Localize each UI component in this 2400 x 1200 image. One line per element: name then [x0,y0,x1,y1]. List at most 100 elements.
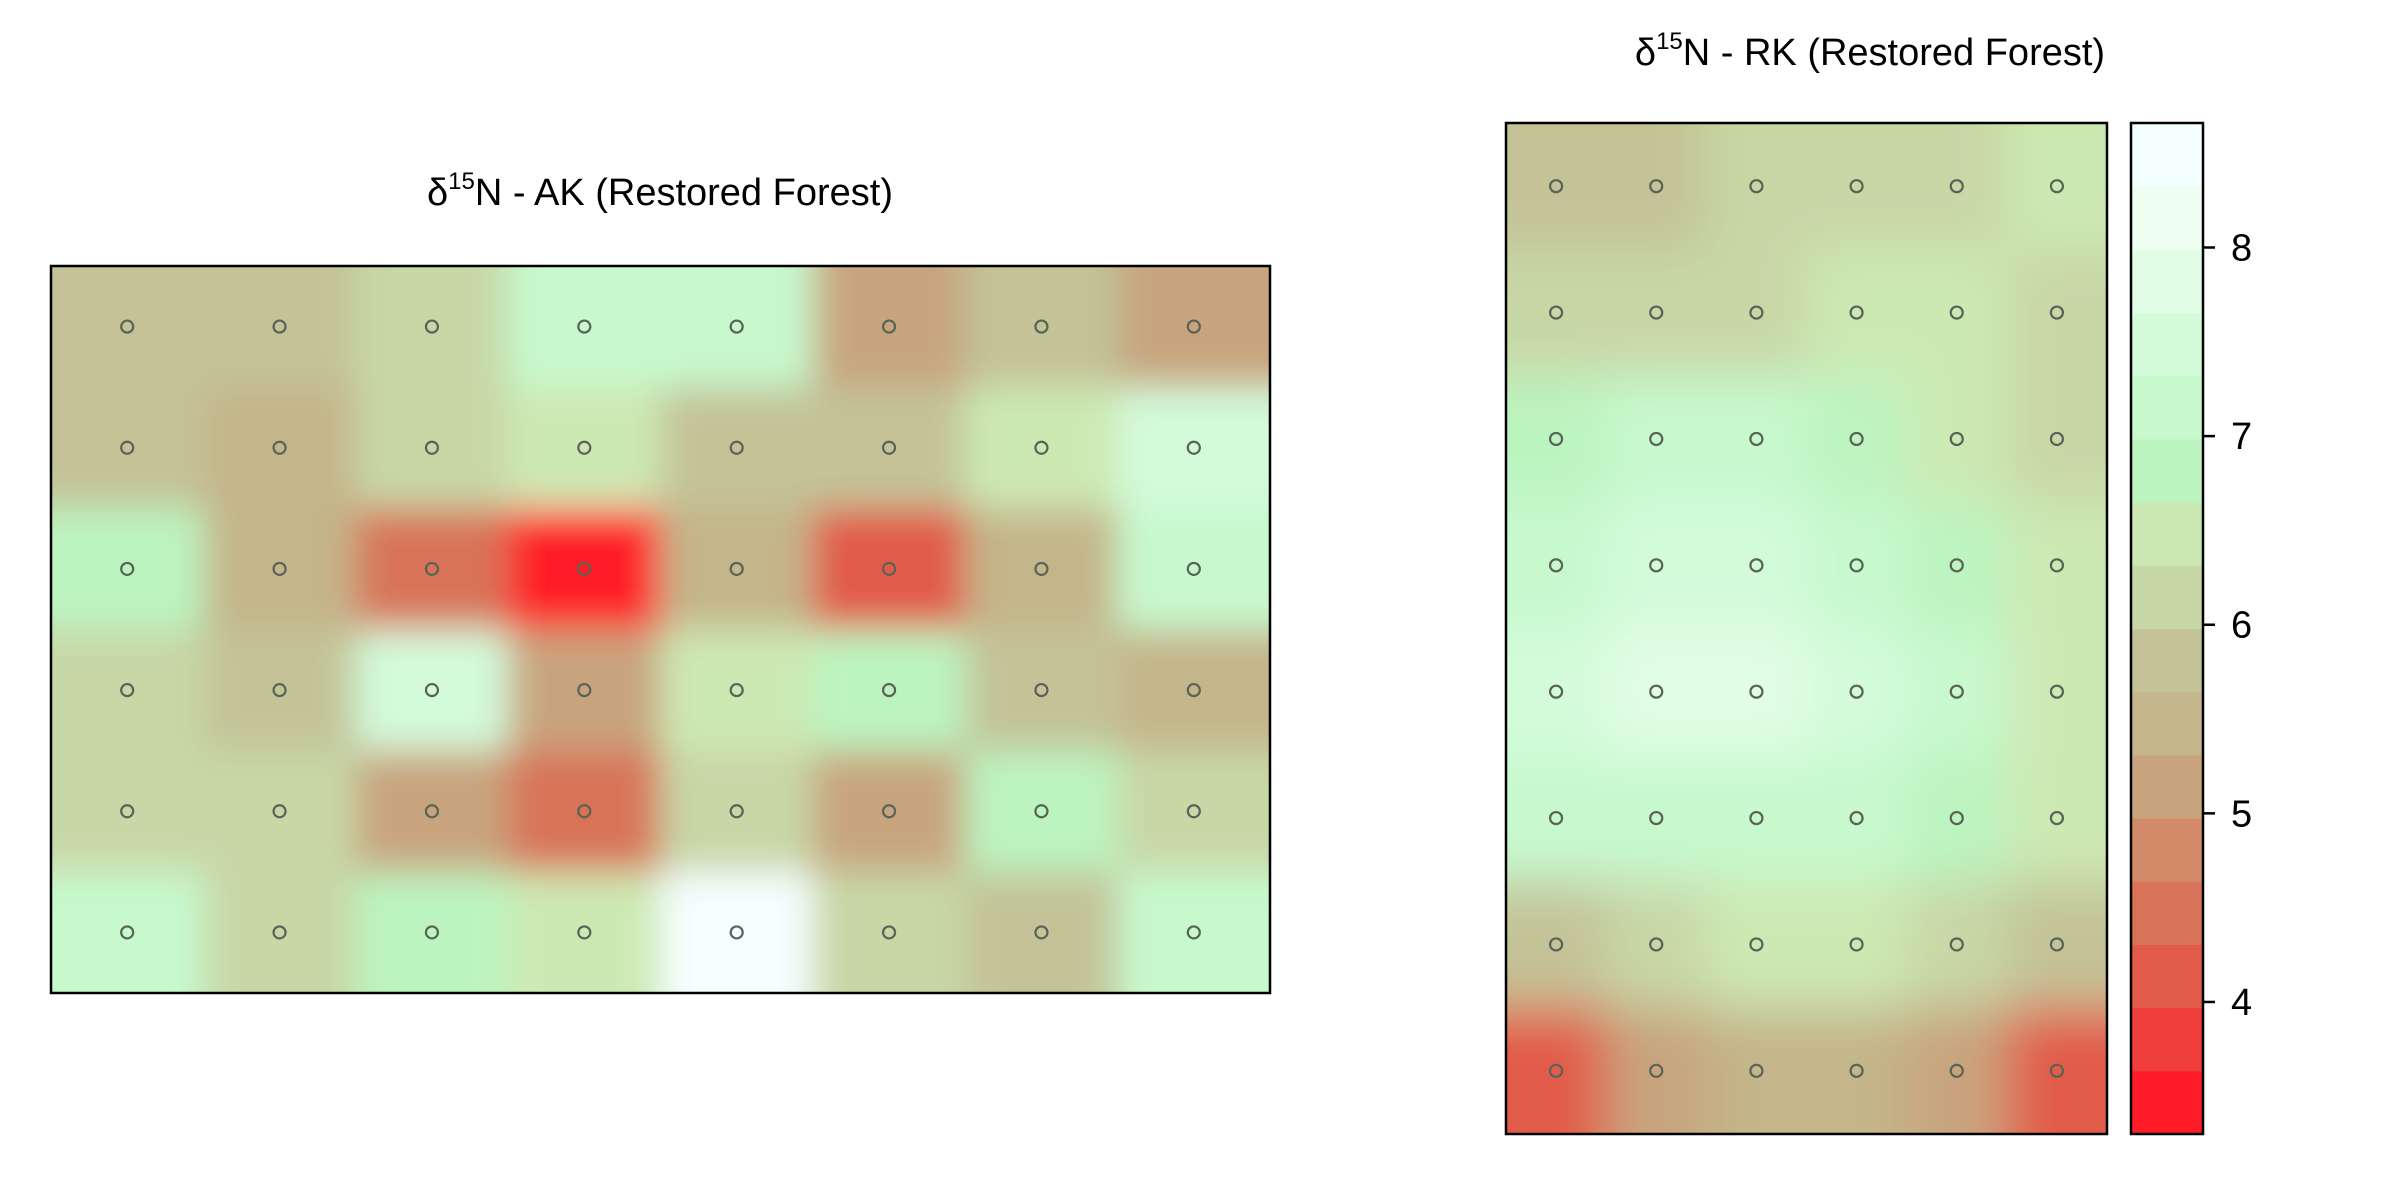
rk-cell [2006,249,2107,377]
rk-cell [1706,375,1807,503]
ak-sample-point [577,561,592,577]
rk-cell [1706,502,1807,629]
ak-cell [203,508,357,630]
colorbar-tick-label: 7 [2231,416,2252,458]
ak-cell [965,750,1119,873]
ak-sample-point [120,682,135,698]
ak-cell [355,266,509,388]
rk-cell [1706,628,1807,756]
rk-sample-point [1749,810,1764,826]
rk-cell [1906,502,2008,629]
ak-cell [660,508,814,630]
rk-sample-point [1849,684,1864,699]
rk-sample-point [1949,684,1964,699]
ak-cell [51,508,204,630]
ak-sample-point [1186,440,1201,455]
rk-cell [1706,754,1807,882]
rk-cell [2006,502,2107,629]
rk-sample-point [1548,810,1564,826]
ak-cell [1117,508,1270,630]
ak-sample-point [272,561,287,577]
rk-sample-point [1849,558,1864,573]
rk-cell [1506,375,1607,503]
rk-sample-point [1749,431,1764,447]
ak-cell [1117,750,1270,873]
ak-sample-point [272,319,287,334]
rk-heatmap [1506,123,2107,1134]
ak-sample-point [729,319,744,334]
rk-cell [1806,1007,1908,1134]
colorbar-band [2131,186,2203,250]
ak-cell [51,629,204,752]
ak-sample-point [577,925,592,940]
ak-cell [203,750,357,873]
rk-sample-point [1649,179,1664,194]
rk-cell [1806,123,1908,250]
ak-sample-point [729,804,744,819]
rk-cell [1506,754,1607,882]
colorbar-band [2131,438,2203,503]
colorbar-band [2131,375,2203,440]
colorbar-band [2131,691,2203,756]
ak-heatmap [51,266,1270,993]
ak-cell [203,871,357,993]
rk-sample-point [2049,810,2065,826]
rk-cell [1906,881,2008,1009]
ak-cell [660,629,814,752]
ak-sample-point [424,440,440,455]
rk-cell [1906,754,2008,882]
rk-sample-point [1749,937,1764,952]
rk-sample-point [1849,810,1864,826]
colorbar: 4 5 6 7 8 [2129,121,2252,1136]
ak-sample-point [272,804,287,819]
rk-plot-frame [1504,121,2109,1136]
rk-sample-point [1949,558,1964,573]
ak-sample-point [1186,561,1201,577]
rk-cell [1806,375,1908,503]
ak-cell [355,387,509,509]
ak-sample-point [881,561,897,577]
ak-plot-area [51,266,1270,993]
ak-cell [508,871,661,993]
rk-cell [2006,375,2107,503]
rk-cell [1806,881,1908,1009]
rk-cell [1506,628,1607,756]
colorbar-tick-label: 8 [2231,227,2252,269]
rk-sample-point [1548,179,1564,194]
rk-cell [1606,881,1707,1009]
ak-cell [1117,387,1270,509]
rk-cell [1606,249,1707,377]
ak-sample-point [577,440,592,455]
rk-sample-point [1949,810,1964,826]
rk-sample-point [2049,305,2065,320]
ak-cell [965,871,1119,993]
ak-cell [812,387,966,509]
rk-sample-point [2049,684,2065,699]
ak-sample-point [1034,561,1049,577]
rk-cell [1506,249,1607,377]
rk-sample-point [2049,558,2065,573]
colorbar-band [2131,312,2203,377]
ak-plot-frame [49,264,1272,995]
ak-sample-point [729,925,744,940]
ak-cell [1117,629,1270,752]
ak-sample-point [1034,804,1049,819]
colorbar-band [2131,754,2203,819]
ak-title: δ15N - AK (Restored Forest) [427,168,893,214]
rk-cell [1706,881,1807,1009]
rk-sample-point [1649,1063,1664,1078]
ak-cell [355,750,509,873]
ak-cell [660,871,814,993]
ak-sample-point [1186,682,1201,698]
rk-cell [1706,1007,1807,1134]
rk-sample-point [1949,1063,1964,1078]
ak-sample-point [1186,804,1201,819]
ak-cell [812,871,966,993]
rk-sample-point [1949,431,1964,447]
ak-sample-point [577,682,592,698]
rk-sample-point [1749,558,1764,573]
ak-sample-point [272,440,287,455]
ak-sample-point [729,682,744,698]
rk-cell [1606,754,1707,882]
ak-cell [355,629,509,752]
